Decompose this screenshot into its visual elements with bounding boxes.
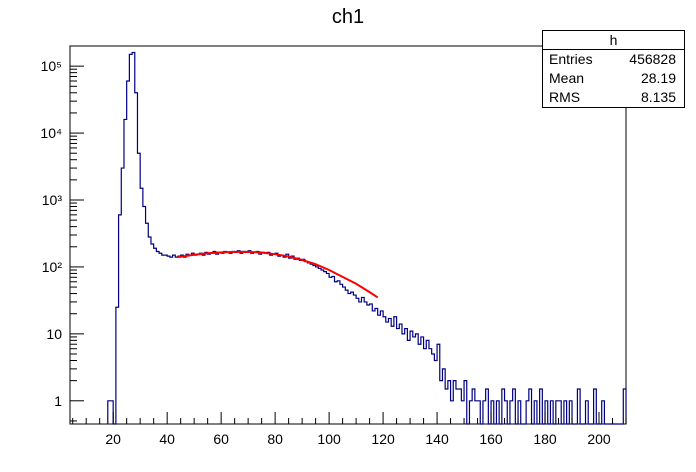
chart-title: ch1 xyxy=(331,6,365,28)
x-tick-label: 100 xyxy=(317,431,341,447)
x-tick-label: 120 xyxy=(371,431,395,447)
x-tick-label: 20 xyxy=(105,431,121,447)
rms-label: RMS xyxy=(549,89,581,105)
fit-curve xyxy=(177,250,379,299)
stats-row-mean: Mean 28.19 xyxy=(543,69,684,88)
stats-box: h Entries 456828 Mean 28.19 RMS 8.135 xyxy=(542,30,685,108)
x-tick-label: 200 xyxy=(587,431,611,447)
x-tick-label: 80 xyxy=(267,431,283,447)
x-tick-label: 40 xyxy=(159,431,175,447)
x-tick-label: 180 xyxy=(533,431,557,447)
stats-row-entries: Entries 456828 xyxy=(543,50,684,69)
mean-label: Mean xyxy=(549,70,585,86)
mean-value: 28.19 xyxy=(640,70,676,86)
x-tick-label: 140 xyxy=(425,431,449,447)
x-tick-label: 160 xyxy=(479,431,503,447)
y-tick-label: 10² xyxy=(42,259,63,275)
stats-row-rms: RMS 8.135 xyxy=(543,88,684,107)
histogram-line xyxy=(107,51,627,425)
rms-value: 8.135 xyxy=(640,89,676,105)
y-tick-label: 10⁴ xyxy=(40,125,62,141)
y-tick-label: 10³ xyxy=(42,192,63,208)
y-tick-label: 1 xyxy=(54,393,62,409)
entries-label: Entries xyxy=(549,51,593,67)
stats-box-name: h xyxy=(543,31,684,50)
x-tick-label: 60 xyxy=(213,431,229,447)
y-tick-label: 10 xyxy=(46,326,62,342)
entries-value: 456828 xyxy=(629,51,676,67)
y-tick-label: 10⁵ xyxy=(41,58,62,74)
